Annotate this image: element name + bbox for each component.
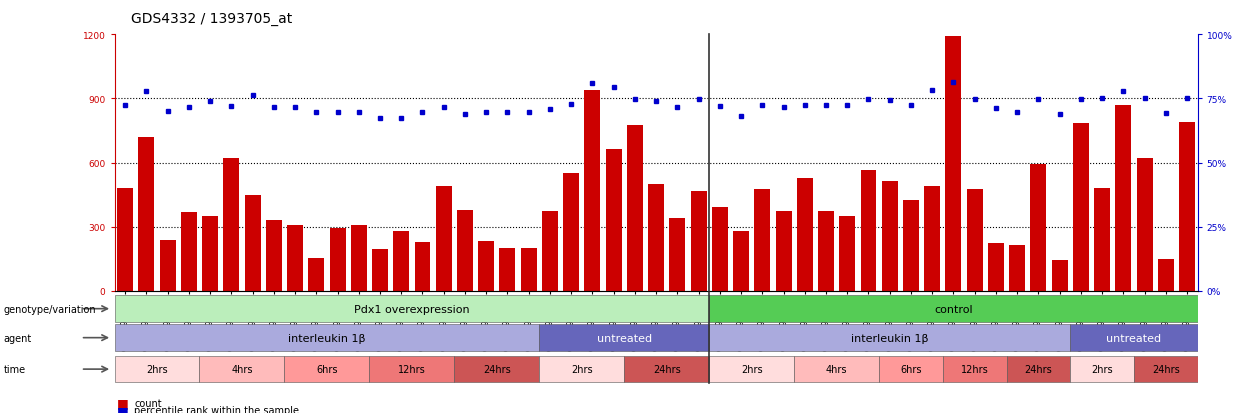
Bar [1073, 123, 1089, 291]
Bar [1052, 260, 1068, 291]
Bar [202, 216, 218, 291]
Text: agent: agent [4, 333, 32, 343]
Text: untreated: untreated [596, 333, 652, 343]
Bar [881, 181, 898, 291]
Bar [1006, 356, 1071, 382]
Bar [649, 185, 664, 291]
Bar [945, 37, 961, 291]
Bar [115, 296, 710, 322]
Bar [542, 211, 558, 291]
Bar [309, 258, 324, 291]
Bar [670, 218, 685, 291]
Bar [138, 138, 154, 291]
Bar [942, 356, 1006, 382]
Text: time: time [4, 364, 26, 374]
Bar [393, 231, 410, 291]
Text: 24hrs: 24hrs [1152, 364, 1180, 374]
Bar [624, 356, 710, 382]
Bar [605, 149, 621, 291]
Text: 24hrs: 24hrs [1025, 364, 1052, 374]
Bar [370, 356, 454, 382]
Bar [499, 249, 515, 291]
Text: 12hrs: 12hrs [961, 364, 989, 374]
Bar [627, 126, 642, 291]
Text: GDS4332 / 1393705_at: GDS4332 / 1393705_at [131, 12, 293, 26]
Text: genotype/variation: genotype/variation [4, 304, 96, 314]
Bar [478, 241, 494, 291]
Text: ■: ■ [117, 396, 128, 409]
Bar [1071, 325, 1198, 351]
Bar [244, 195, 260, 291]
Bar [860, 171, 876, 291]
Bar [284, 356, 370, 382]
Bar [818, 211, 834, 291]
Bar [520, 249, 537, 291]
Bar [457, 210, 473, 291]
Text: 6hrs: 6hrs [316, 364, 337, 374]
Bar [1137, 159, 1153, 291]
Bar [794, 356, 879, 382]
Bar [839, 216, 855, 291]
Text: 6hrs: 6hrs [900, 364, 921, 374]
Bar [710, 296, 1198, 322]
Bar [989, 243, 1003, 291]
Bar [1031, 164, 1046, 291]
Bar [223, 159, 239, 291]
Bar [115, 356, 199, 382]
Bar [1010, 245, 1025, 291]
Text: percentile rank within the sample: percentile rank within the sample [134, 405, 300, 413]
Bar [776, 211, 792, 291]
Bar [1134, 356, 1198, 382]
Text: interleukin 1β: interleukin 1β [852, 333, 929, 343]
Text: 2hrs: 2hrs [1092, 364, 1113, 374]
Text: untreated: untreated [1107, 333, 1162, 343]
Bar [539, 325, 710, 351]
Text: Pdx1 overexpression: Pdx1 overexpression [354, 304, 469, 314]
Bar [924, 187, 940, 291]
Text: 24hrs: 24hrs [483, 364, 510, 374]
Bar [879, 356, 942, 382]
Bar [733, 231, 749, 291]
Bar [415, 242, 431, 291]
Bar [712, 208, 728, 291]
Bar [454, 356, 539, 382]
Bar [199, 356, 284, 382]
Bar [1179, 123, 1195, 291]
Bar [1158, 259, 1174, 291]
Bar [710, 325, 1071, 351]
Bar [159, 240, 176, 291]
Text: 4hrs: 4hrs [232, 364, 253, 374]
Text: count: count [134, 398, 162, 408]
Text: interleukin 1β: interleukin 1β [288, 333, 366, 343]
Bar [563, 174, 579, 291]
Bar [1116, 106, 1132, 291]
Bar [351, 225, 367, 291]
Bar [117, 189, 133, 291]
Text: 4hrs: 4hrs [825, 364, 848, 374]
Text: 12hrs: 12hrs [398, 364, 426, 374]
Bar [330, 228, 346, 291]
Bar [1071, 356, 1134, 382]
Text: 2hrs: 2hrs [571, 364, 593, 374]
Bar [288, 225, 303, 291]
Bar [115, 325, 539, 351]
Bar [710, 356, 794, 382]
Bar [966, 190, 982, 291]
Text: ■: ■ [117, 404, 128, 413]
Bar [691, 192, 707, 291]
Bar [372, 249, 388, 291]
Text: 24hrs: 24hrs [652, 364, 681, 374]
Bar [584, 90, 600, 291]
Text: control: control [934, 304, 972, 314]
Bar [266, 221, 281, 291]
Bar [436, 187, 452, 291]
Text: 2hrs: 2hrs [741, 364, 762, 374]
Bar [181, 212, 197, 291]
Bar [539, 356, 624, 382]
Bar [754, 190, 771, 291]
Bar [903, 200, 919, 291]
Text: 2hrs: 2hrs [146, 364, 168, 374]
Bar [1094, 189, 1111, 291]
Bar [797, 178, 813, 291]
